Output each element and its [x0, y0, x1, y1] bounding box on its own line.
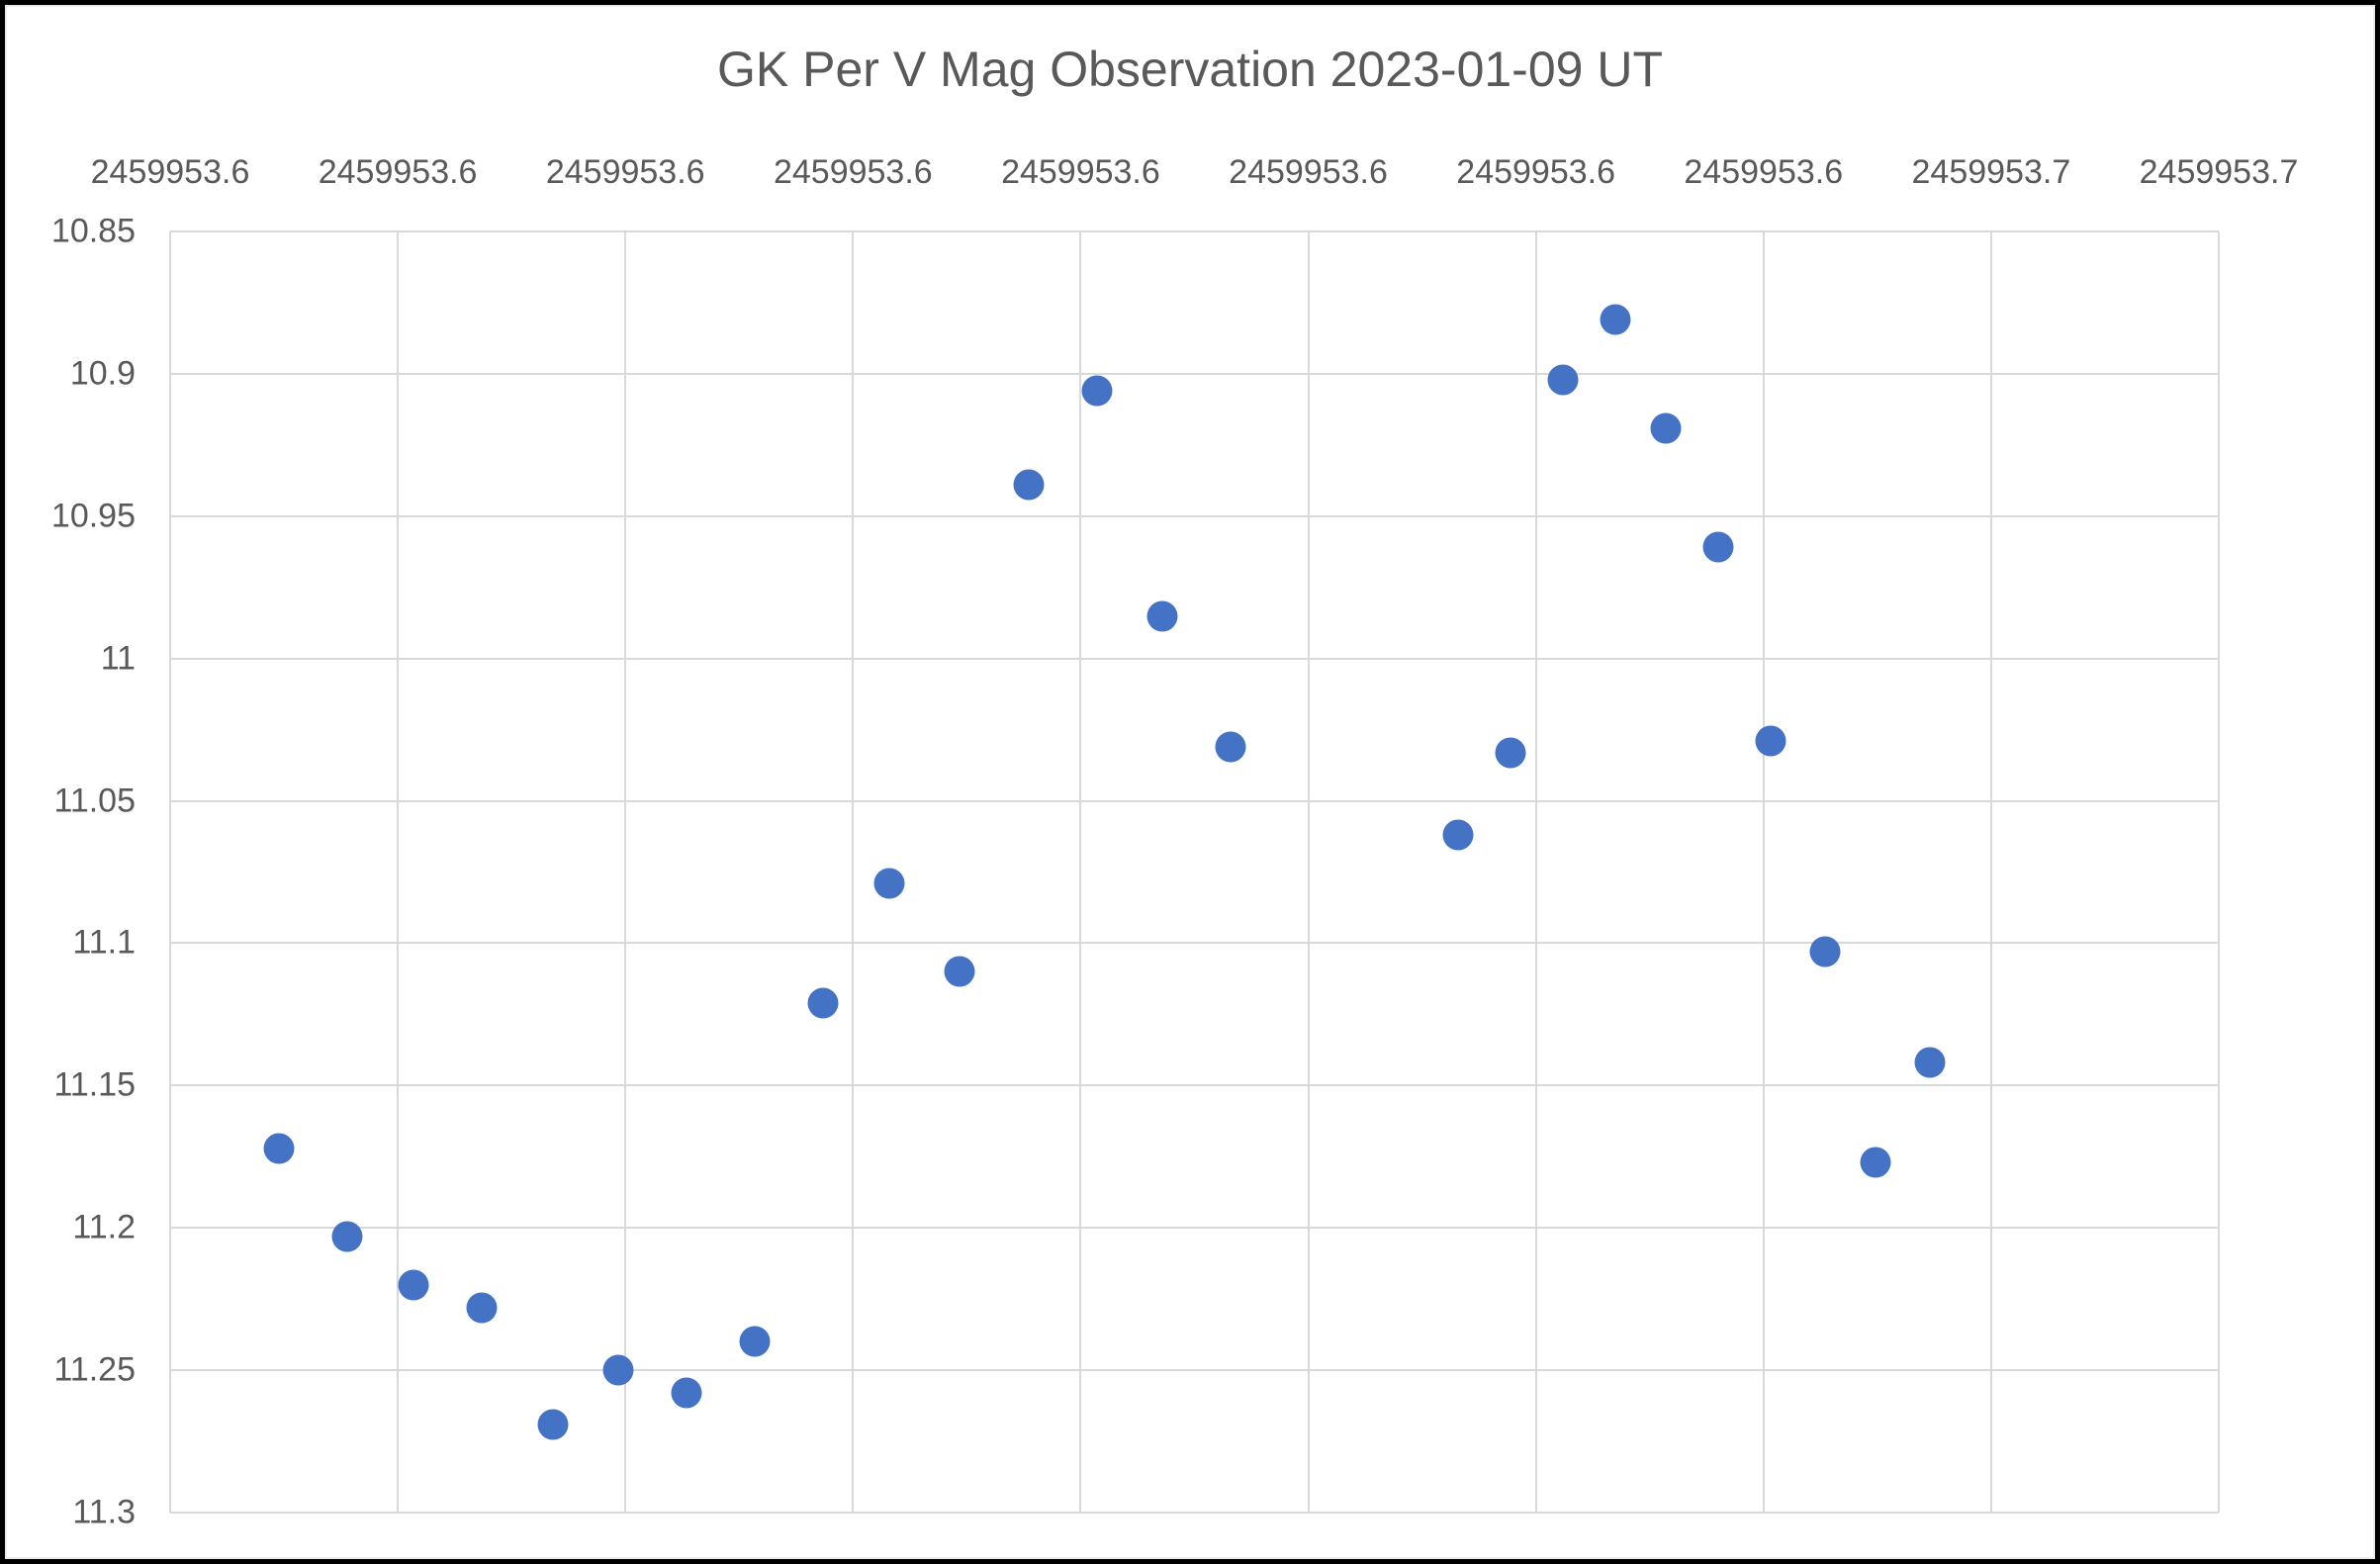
- y-tick-label: 11.15: [53, 1065, 136, 1104]
- y-gridline: [170, 230, 2219, 232]
- x-gridline: [2218, 231, 2220, 1513]
- data-point: [873, 868, 905, 899]
- y-gridline: [170, 799, 2219, 802]
- x-tick-label: 2459953.6: [1229, 153, 1388, 191]
- data-point: [1215, 731, 1246, 763]
- x-gridline: [1534, 231, 1537, 1513]
- data-point: [1442, 819, 1474, 851]
- x-tick-label: 2459953.6: [318, 153, 478, 191]
- x-tick-label: 2459953.6: [1001, 153, 1160, 191]
- x-axis-labels: 2459953.6 2459953.6 2459953.6 2459953.6 2459…: [91, 153, 2299, 199]
- y-axis-labels: 10.85 10.9 10.95 11 11.05 11.1 11.15 11.2 11.25 1…: [5, 213, 136, 1531]
- y-gridline: [170, 657, 2219, 660]
- y-tick-label: 10.9: [69, 354, 136, 393]
- y-gridline: [170, 1084, 2219, 1087]
- chart-title: GK Per V Mag Observation 2023-01-09 UT: [716, 42, 1663, 97]
- data-point: [1547, 364, 1579, 396]
- y-gridline: [170, 1227, 2219, 1230]
- data-point: [1495, 737, 1526, 769]
- x-tick-label: 2459953.7: [2139, 153, 2299, 191]
- x-gridline: [1307, 231, 1310, 1513]
- x-gridline: [624, 231, 627, 1513]
- data-point: [1755, 725, 1786, 757]
- data-point: [1013, 469, 1045, 501]
- x-tick-label: 2459953.6: [545, 153, 705, 191]
- x-gridline: [397, 231, 400, 1513]
- data-point: [807, 987, 839, 1019]
- plot-area: [169, 230, 2220, 1514]
- y-tick-label: 11.05: [53, 782, 136, 820]
- data-point: [537, 1409, 569, 1440]
- data-point: [944, 956, 975, 987]
- data-point: [1650, 413, 1682, 444]
- data-point: [1914, 1047, 1946, 1078]
- y-gridline: [170, 942, 2219, 945]
- data-point: [398, 1269, 429, 1301]
- x-tick-label: 2459953.6: [90, 153, 250, 191]
- x-gridline: [1989, 231, 1992, 1513]
- x-tick-label: 2459953.6: [1456, 153, 1616, 191]
- x-gridline: [852, 231, 855, 1513]
- y-tick-label: 11.25: [53, 1350, 136, 1389]
- x-gridline: [1079, 231, 1082, 1513]
- data-point: [671, 1377, 702, 1409]
- y-tick-label: 10.95: [50, 497, 136, 535]
- data-point: [263, 1133, 295, 1164]
- y-tick-label: 11.1: [72, 923, 136, 962]
- y-tick-label: 11: [100, 639, 136, 678]
- data-point: [1809, 936, 1841, 967]
- x-tick-label: 2459953.7: [1911, 153, 2071, 191]
- x-gridline: [1762, 231, 1765, 1513]
- x-tick-label: 2459953.6: [773, 153, 933, 191]
- x-tick-label: 2459953.6: [1684, 153, 1844, 191]
- data-point: [1600, 304, 1631, 335]
- y-tick-label: 11.3: [72, 1493, 136, 1531]
- data-point: [1702, 531, 1734, 563]
- y-gridline: [170, 1512, 2219, 1514]
- data-point: [1860, 1147, 1891, 1178]
- y-gridline: [170, 372, 2219, 375]
- y-gridline: [170, 514, 2219, 517]
- x-gridline: [169, 231, 171, 1513]
- data-point: [466, 1292, 498, 1324]
- y-tick-label: 10.85: [50, 212, 136, 250]
- data-point: [602, 1354, 634, 1386]
- data-point: [739, 1326, 771, 1357]
- data-point: [1146, 600, 1178, 631]
- data-point: [1081, 375, 1113, 407]
- data-point: [331, 1221, 363, 1252]
- y-tick-label: 11.2: [72, 1208, 136, 1246]
- y-gridline: [170, 1369, 2219, 1372]
